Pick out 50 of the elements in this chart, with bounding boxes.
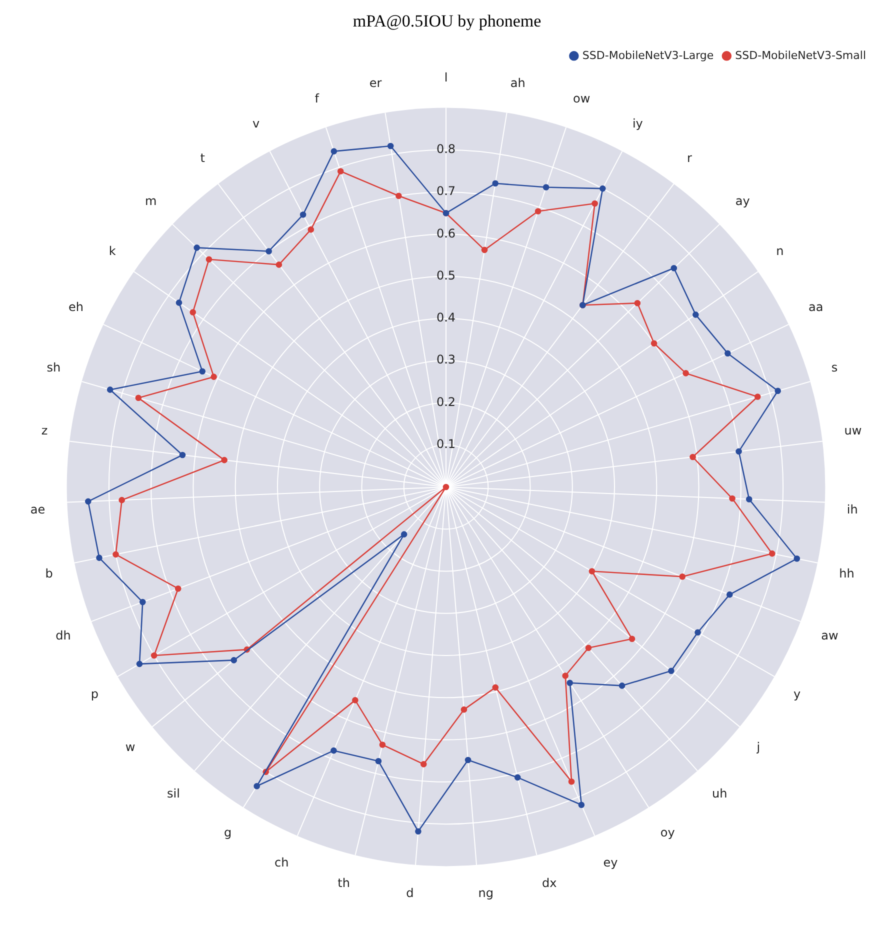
spoke-label: k: [108, 244, 116, 258]
spoke-label: ch: [274, 855, 289, 870]
spoke-label: sil: [167, 786, 180, 801]
y-tick-label: 0.3: [436, 352, 456, 367]
spoke-label: ah: [510, 76, 526, 90]
spoke-label: y: [793, 686, 801, 701]
spoke-label: t: [200, 151, 206, 166]
spoke-label: oy: [660, 825, 675, 840]
spoke-label: f: [314, 91, 320, 106]
y-tick-label: 0.8: [436, 142, 456, 156]
spoke-label: b: [45, 566, 53, 581]
spoke-label: p: [90, 686, 99, 701]
spoke-label: r: [687, 151, 692, 166]
spoke-label: aa: [808, 300, 824, 314]
y-tick-label: 0.6: [436, 226, 456, 240]
spoke-label: j: [756, 740, 760, 754]
spoke-label: s: [831, 360, 838, 374]
legend-label: SSD-MobileNetV3-Large: [582, 48, 714, 62]
y-tick-label: 0.4: [436, 310, 456, 325]
legend-label: SSD-MobileNetV3-Small: [735, 48, 866, 62]
spoke-label: dx: [542, 876, 557, 890]
spoke-label: d: [406, 886, 414, 900]
y-tick-label: 0.2: [436, 394, 456, 409]
spoke-label: g: [224, 825, 232, 840]
spoke-label: uw: [844, 424, 862, 438]
spoke-label: iy: [632, 116, 643, 131]
spoke-label: sh: [46, 360, 61, 374]
spoke-label: er: [369, 76, 382, 90]
spoke-label: ae: [30, 502, 46, 516]
spoke-label: eh: [68, 300, 84, 314]
spoke-label: ay: [735, 194, 750, 208]
spoke-label: ih: [846, 502, 858, 516]
spoke-label: n: [776, 244, 784, 258]
spoke-label: hh: [839, 566, 854, 581]
spoke-label: aw: [821, 628, 838, 643]
spoke-label: z: [41, 424, 48, 438]
spoke-label: m: [144, 194, 157, 208]
spoke-label: uh: [712, 786, 728, 801]
spoke-label: dh: [56, 628, 71, 643]
y-tick-label: 0.5: [436, 268, 456, 282]
y-tick-label: 0.1: [436, 436, 456, 451]
spoke-label: v: [252, 116, 260, 131]
y-tick-label: 0.7: [436, 184, 456, 198]
spoke-label: th: [338, 876, 350, 890]
spoke-label: ng: [478, 886, 494, 900]
spoke-label: w: [125, 740, 136, 754]
spoke-label: ow: [573, 91, 590, 106]
spoke-label: l: [444, 70, 448, 85]
chart-title: mPA@0.5IOU by phoneme: [352, 12, 542, 31]
spoke-label: ey: [603, 855, 618, 870]
